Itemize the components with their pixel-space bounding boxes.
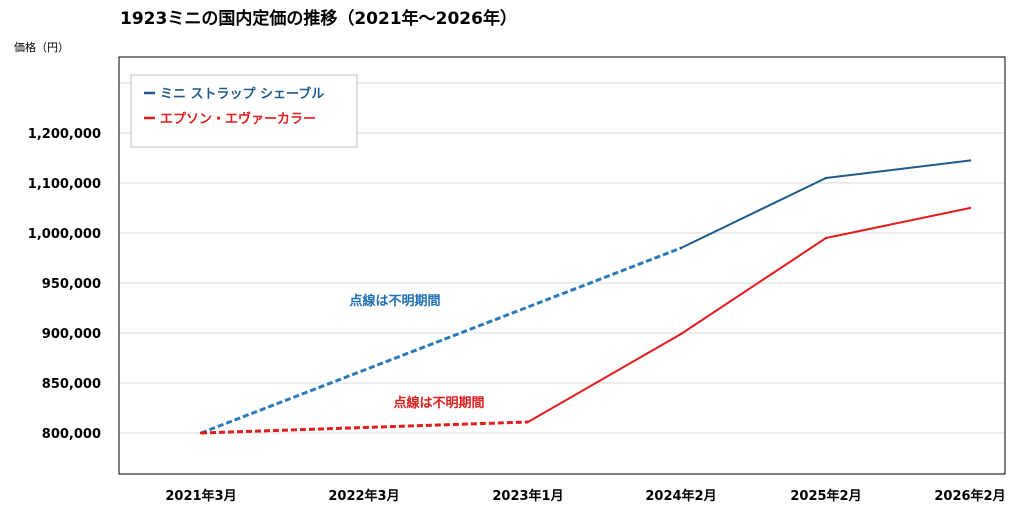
annotation-series-0: 点線は不明期間: [349, 293, 440, 309]
series-1-segment-2: [680, 237, 827, 335]
x-tick-label-3: 2024年2月: [645, 488, 716, 504]
legend-label-0: ミニ ストラップ シェーブル: [160, 86, 324, 102]
plot-area: [118, 56, 1006, 475]
series-1-point-0: [199, 431, 203, 435]
y-tick-label-1: 850,000: [42, 377, 101, 392]
series-0-segment-2: [825, 159, 971, 179]
y-tick-label-3: 950,000: [42, 277, 101, 292]
x-tick-label-1: 2022年3月: [328, 488, 399, 504]
x-tick-label-2: 2023年1月: [492, 488, 563, 504]
y-axis-label: 価格（円）: [14, 40, 69, 54]
y-tick-label-2: 900,000: [42, 327, 101, 342]
series-lines: [199, 159, 972, 435]
y-tick-label-5: 1,100,000: [28, 177, 101, 192]
x-axis-ticks: 2021年3月 2022年3月 2023年1月 2024年2月 2025年2月 2026年…: [165, 488, 1005, 504]
annotation-series-1: 点線は不明期間: [393, 395, 484, 411]
y-tick-label-6: 1,200,000: [28, 127, 101, 142]
series-0-point-3: [968, 159, 972, 162]
x-tick-label-0: 2021年3月: [165, 488, 236, 504]
series-0-point-1: [679, 246, 683, 250]
y-tick-label-0: 800,000: [42, 427, 101, 442]
x-tick-label-5: 2026年2月: [934, 488, 1005, 504]
y-axis-ticks: 800,000 850,000 900,000 950,000 1,000,000 1,1…: [28, 127, 101, 442]
series-1-point-3: [824, 236, 828, 240]
series-1-point-2: [679, 332, 683, 336]
series-0-point-2: [824, 176, 828, 180]
legend-label-1: エプソン・エヴァーカラー: [160, 111, 316, 127]
legend-box: [130, 74, 358, 148]
series-1-point-1: [526, 420, 530, 424]
series-0-segment-1: [680, 177, 827, 249]
series-1-segment-1: [527, 333, 682, 423]
series-1-segment-0: [200, 420, 529, 435]
series-1-segment-3: [825, 207, 971, 239]
x-tick-label-4: 2025年2月: [790, 488, 861, 504]
y-tick-label-4: 1,000,000: [28, 227, 101, 242]
chart-title: 1923ミニの国内定価の推移（2021年～2026年）: [120, 8, 517, 29]
series-0-segment-0: [200, 246, 682, 435]
series-1-point-4: [968, 206, 972, 210]
